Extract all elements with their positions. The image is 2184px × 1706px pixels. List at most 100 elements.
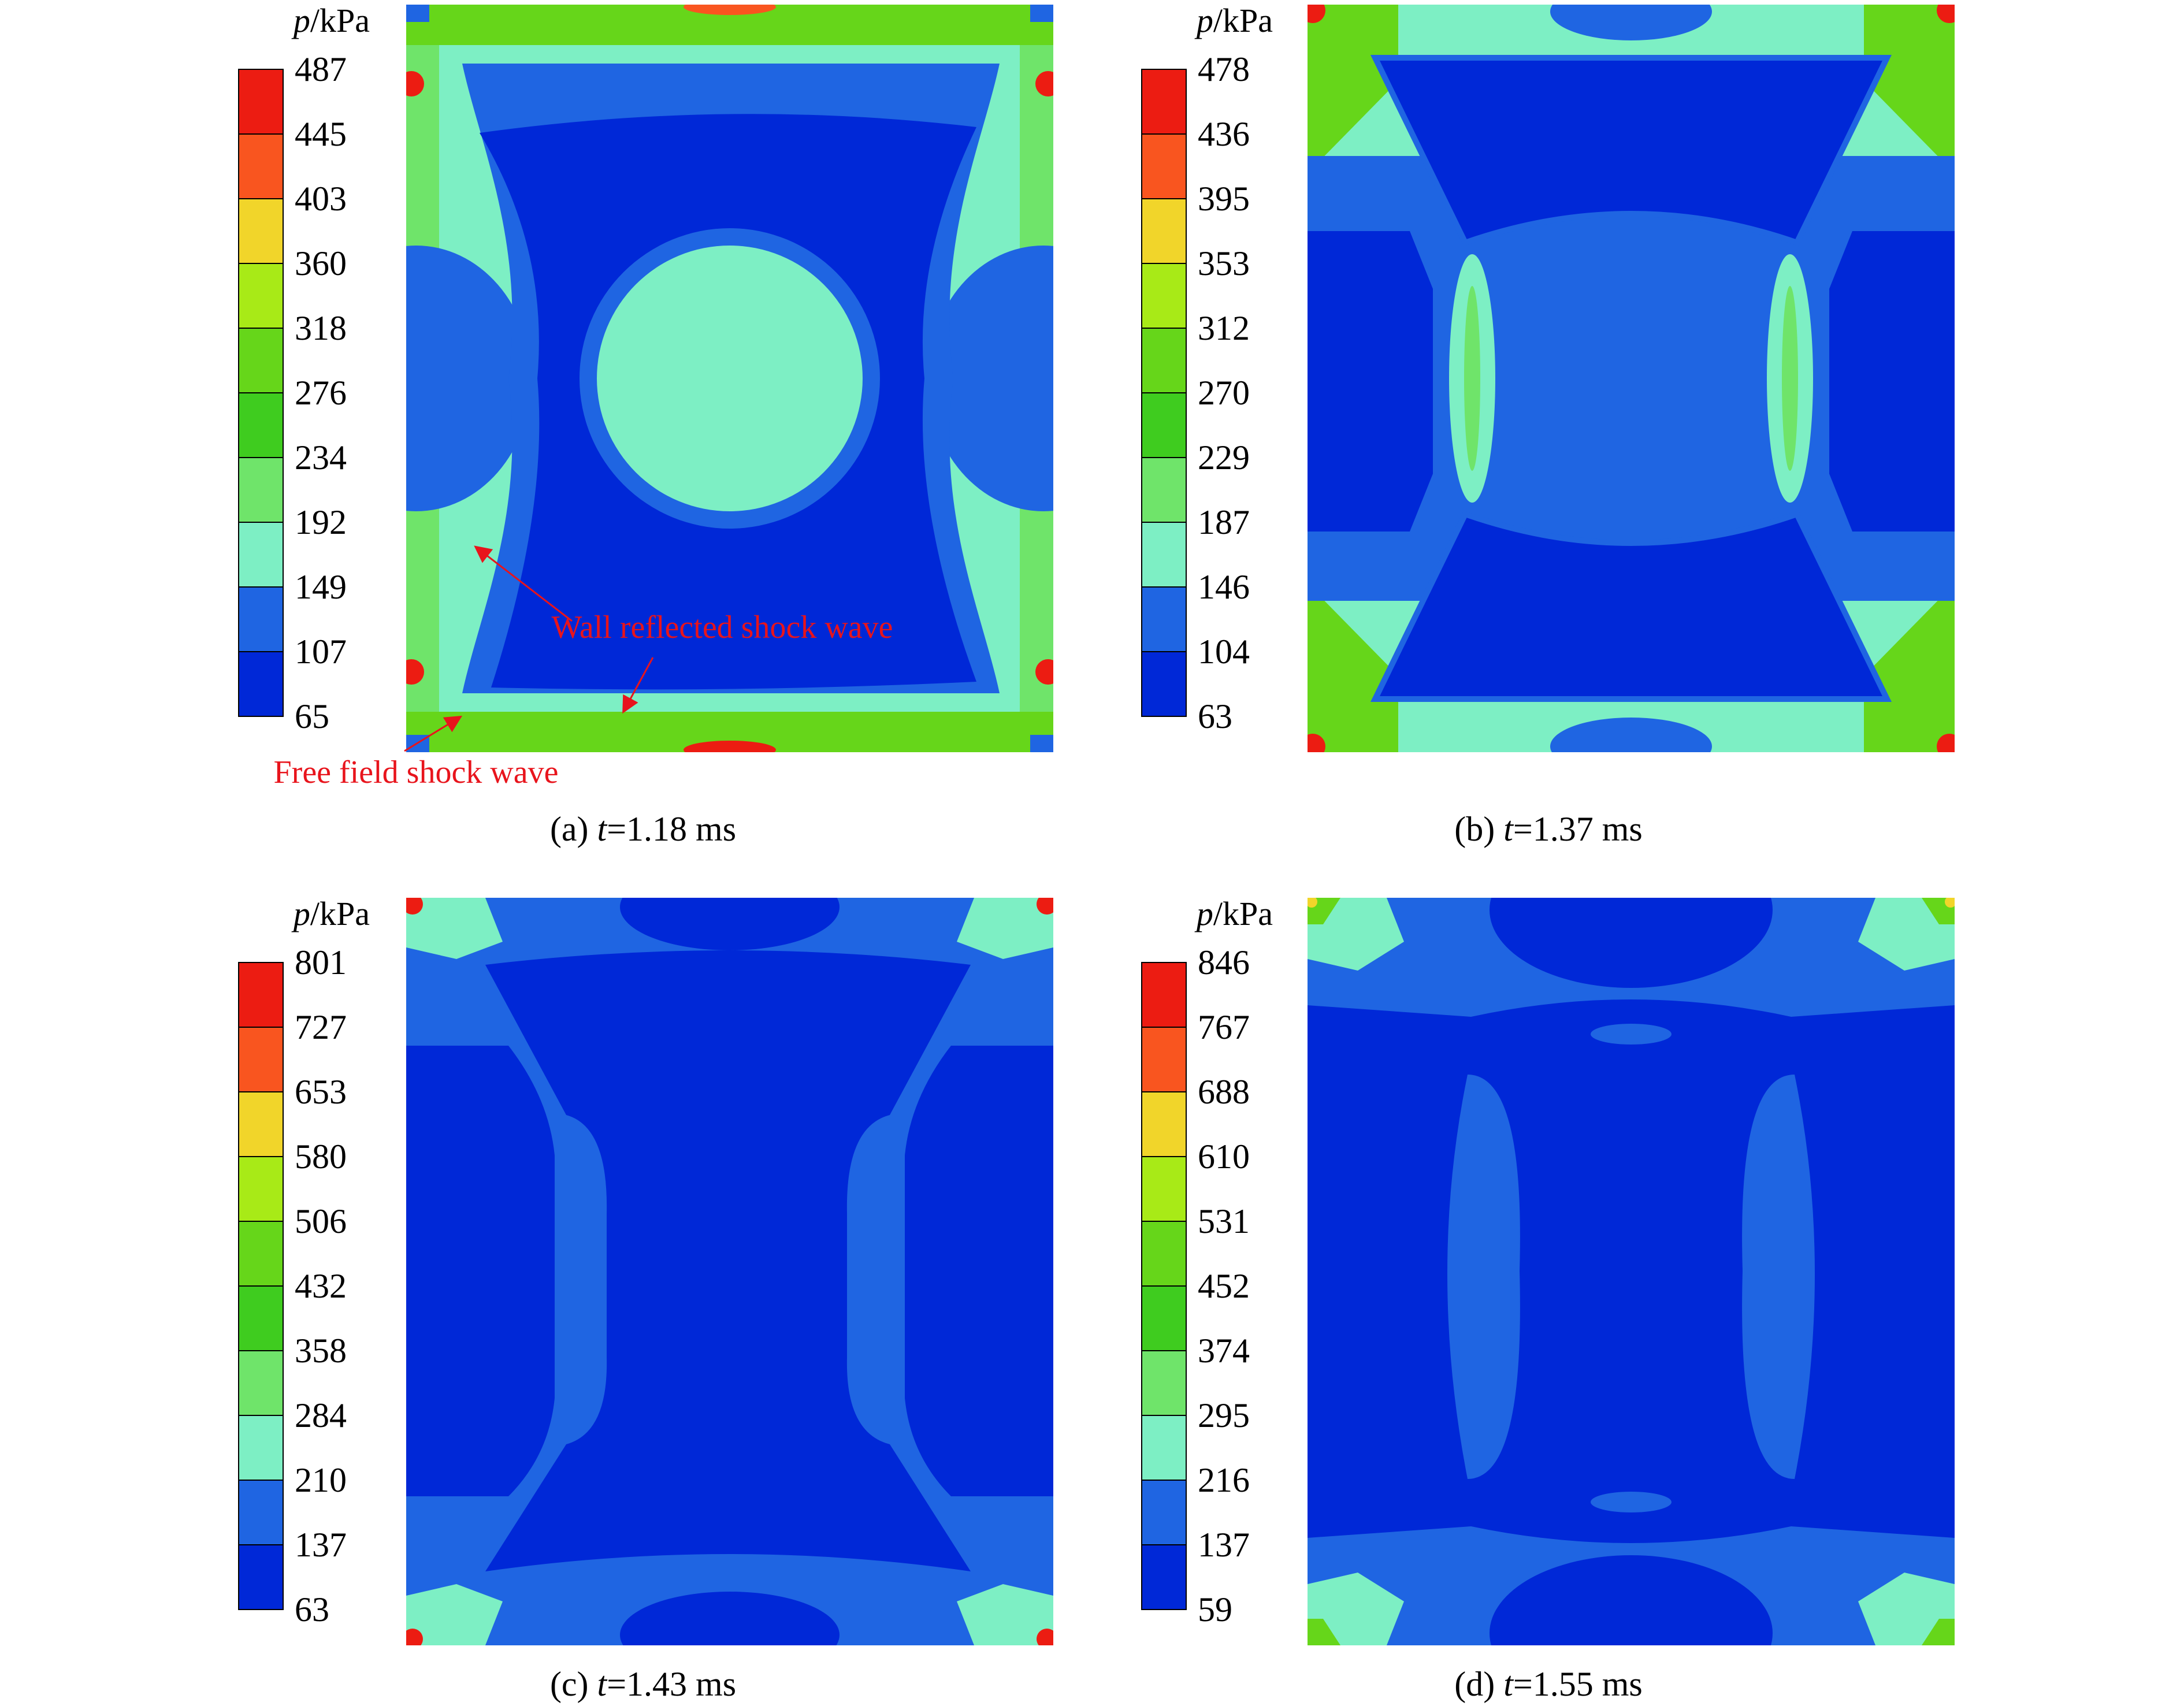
colorbar-tick-label: 452 [1198, 1267, 1250, 1305]
colorbar-segment [1141, 651, 1187, 717]
colorbar-tick-label: 270 [1198, 374, 1250, 412]
colorbar-segment [1141, 586, 1187, 652]
colorbar-segment [1141, 1156, 1187, 1222]
colorbar-segment [1141, 133, 1187, 199]
colorbar-tick-label: 318 [295, 309, 347, 347]
colorbar-segment [238, 133, 284, 199]
colorbar-segment [1141, 1221, 1187, 1287]
colorbar-tick-label: 210 [295, 1461, 347, 1499]
colorbar-segment [1141, 1544, 1187, 1610]
colorbar-tick-label: 312 [1198, 309, 1250, 347]
annotation-free-field: Free field shock wave [274, 754, 559, 790]
colorbar-tick-label: 610 [1198, 1138, 1250, 1176]
contour-plot-d [1308, 898, 1955, 1645]
colorbar-tick-label: 487 [295, 50, 347, 88]
colorbar-tick-label: 767 [1198, 1008, 1250, 1046]
colorbar-segment [238, 522, 284, 588]
colorbar-tick-label: 506 [295, 1202, 347, 1240]
colorbar-segment [238, 1480, 284, 1545]
colorbar-tick-label: 653 [295, 1073, 347, 1111]
colorbar-tick-label: 445 [295, 115, 347, 153]
colorbar-tick-label: 104 [1198, 633, 1250, 671]
colorbar-segment [238, 1091, 284, 1157]
colorbar-tick-label: 295 [1198, 1396, 1250, 1434]
colorbar-tick-label: 531 [1198, 1202, 1250, 1240]
colorbar-segment [238, 651, 284, 717]
colorbar-segment [1141, 1480, 1187, 1545]
colorbar-segment [238, 1415, 284, 1481]
colorbar-segment [238, 69, 284, 135]
arrow-free-field [404, 715, 463, 752]
panel-d: 846 767 688 610 531 452 374 295 216 137 59 p/kPa [1141, 895, 1955, 1703]
colorbar-tick-label: 374 [1198, 1332, 1250, 1370]
caption-c: (c) t=1.43 ms [550, 1665, 736, 1703]
contour-plot-c [406, 898, 1053, 1645]
colorbar-tick-label: 395 [1198, 180, 1250, 218]
caption-d: (d) t=1.55 ms [1454, 1665, 1643, 1703]
colorbar-a: 487 445 403 360 318 276 234 192 149 107 65 [238, 50, 347, 735]
colorbar-tick-label: 478 [1198, 50, 1250, 88]
colorbar-c: 801 727 653 580 506 432 358 284 210 137 63 [238, 943, 347, 1629]
colorbar-tick-label: 432 [295, 1267, 347, 1305]
colorbar-segment [238, 1350, 284, 1416]
panel-b: 478 436 395 353 312 270 229 187 146 104 63 p/kPa [1141, 2, 1955, 848]
contour-plot-a [406, 5, 1053, 752]
colorbar-tick-label: 727 [295, 1008, 347, 1046]
panel-a: 487 445 403 360 318 276 234 192 149 107 65 p/kPa [238, 2, 1053, 848]
colorbar-tick-label: 192 [295, 503, 347, 541]
colorbar-tick-label: 436 [1198, 115, 1250, 153]
colorbar-unit-b: p/kPa [1194, 2, 1273, 39]
colorbar-segment [238, 263, 284, 329]
colorbar-segment [1141, 1350, 1187, 1416]
colorbar-d: 846 767 688 610 531 452 374 295 216 137 59 [1141, 943, 1250, 1629]
colorbar-tick-label: 360 [295, 244, 347, 283]
colorbar-tick-label: 137 [1198, 1526, 1250, 1564]
arrow-wall-reflected-1 [474, 545, 573, 622]
colorbar-tick-label: 580 [295, 1138, 347, 1176]
colorbar-tick-label: 229 [1198, 438, 1250, 477]
colorbar-tick-label: 59 [1198, 1590, 1232, 1629]
colorbar-tick-label: 146 [1198, 568, 1250, 606]
colorbar-tick-label: 107 [295, 633, 347, 671]
colorbar-segment [1141, 198, 1187, 264]
colorbar-segment [1141, 1091, 1187, 1157]
colorbar-segment [238, 962, 284, 1028]
colorbar-segment [238, 1544, 284, 1610]
annotation-wall-reflected: Wall reflected shock wave [552, 609, 893, 645]
colorbar-segment [238, 1156, 284, 1222]
colorbar-tick-label: 801 [295, 943, 347, 982]
colorbar-tick-label: 234 [295, 438, 347, 477]
colorbar-tick-label: 276 [295, 374, 347, 412]
contour-plot-b [1308, 5, 1955, 752]
colorbar-segment [238, 198, 284, 264]
colorbar-unit-c: p/kPa [291, 895, 370, 932]
colorbar-segment [1141, 457, 1187, 523]
arrow-wall-reflected-2 [622, 657, 654, 714]
colorbar-tick-label: 216 [1198, 1461, 1250, 1499]
colorbar-segment [1141, 263, 1187, 329]
colorbar-segment [1141, 1415, 1187, 1481]
colorbar-tick-label: 403 [295, 180, 347, 218]
colorbar-segment [1141, 962, 1187, 1028]
colorbar-tick-label: 284 [295, 1396, 347, 1434]
colorbar-tick-label: 187 [1198, 503, 1250, 541]
colorbar-segment [238, 328, 284, 393]
colorbar-segment [238, 1285, 284, 1351]
colorbar-tick-label: 149 [295, 568, 347, 606]
colorbar-segment [1141, 1027, 1187, 1092]
colorbar-segment [238, 1027, 284, 1092]
colorbar-tick-label: 65 [295, 697, 329, 735]
colorbar-tick-label: 358 [295, 1332, 347, 1370]
colorbar-segment [1141, 1285, 1187, 1351]
colorbar-segment [1141, 69, 1187, 135]
colorbar-unit-d: p/kPa [1194, 895, 1273, 932]
colorbar-segment [238, 392, 284, 458]
colorbar-tick-label: 63 [295, 1590, 329, 1629]
colorbar-tick-label: 846 [1198, 943, 1250, 982]
colorbar-segment [238, 1221, 284, 1287]
colorbar-tick-label: 63 [1198, 697, 1232, 735]
colorbar-b: 478 436 395 353 312 270 229 187 146 104 63 [1141, 50, 1250, 735]
colorbar-tick-label: 688 [1198, 1073, 1250, 1111]
colorbar-tick-label: 137 [295, 1526, 347, 1564]
